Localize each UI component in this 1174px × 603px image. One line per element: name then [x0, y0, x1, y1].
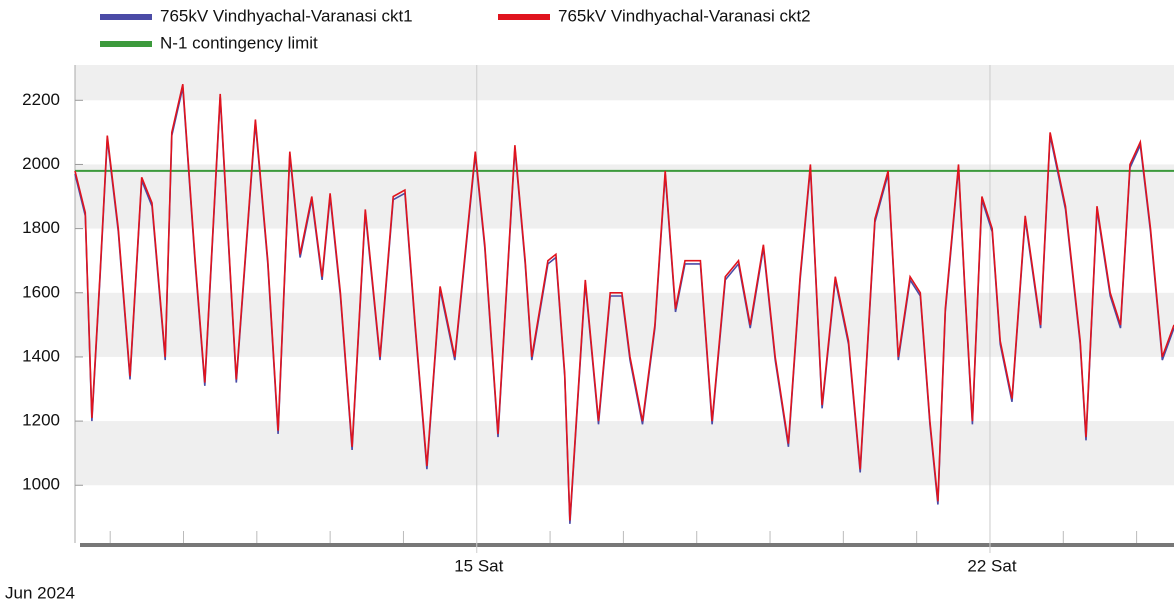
grid-band — [75, 164, 1174, 229]
grid-band — [75, 292, 1174, 357]
series-line — [74, 84, 1174, 521]
legend-label: N-1 contingency limit — [160, 33, 318, 52]
y-tick-label: 1400 — [22, 346, 60, 365]
grid-band — [75, 421, 1174, 486]
grid-band — [75, 65, 1174, 101]
y-tick-label: 1200 — [22, 411, 60, 430]
y-tick-label: 1600 — [22, 282, 60, 301]
y-tick-label: 1000 — [22, 475, 60, 494]
y-tick-label: 2200 — [22, 90, 60, 109]
legend-label: 765kV Vindhyachal-Varanasi ckt2 — [558, 6, 811, 25]
x-axis-label: Jun 2024 — [5, 583, 75, 602]
legend-swatch — [100, 41, 152, 47]
y-tick-label: 1800 — [22, 218, 60, 237]
x-axis — [80, 543, 1174, 547]
legend-swatch — [100, 14, 152, 20]
legend-swatch — [498, 14, 550, 20]
x-tick-label: 15 Sat — [454, 556, 503, 575]
legend-label: 765kV Vindhyachal-Varanasi ckt1 — [160, 6, 413, 25]
x-tick-label: 22 Sat — [967, 556, 1016, 575]
y-tick-label: 2000 — [22, 154, 60, 173]
